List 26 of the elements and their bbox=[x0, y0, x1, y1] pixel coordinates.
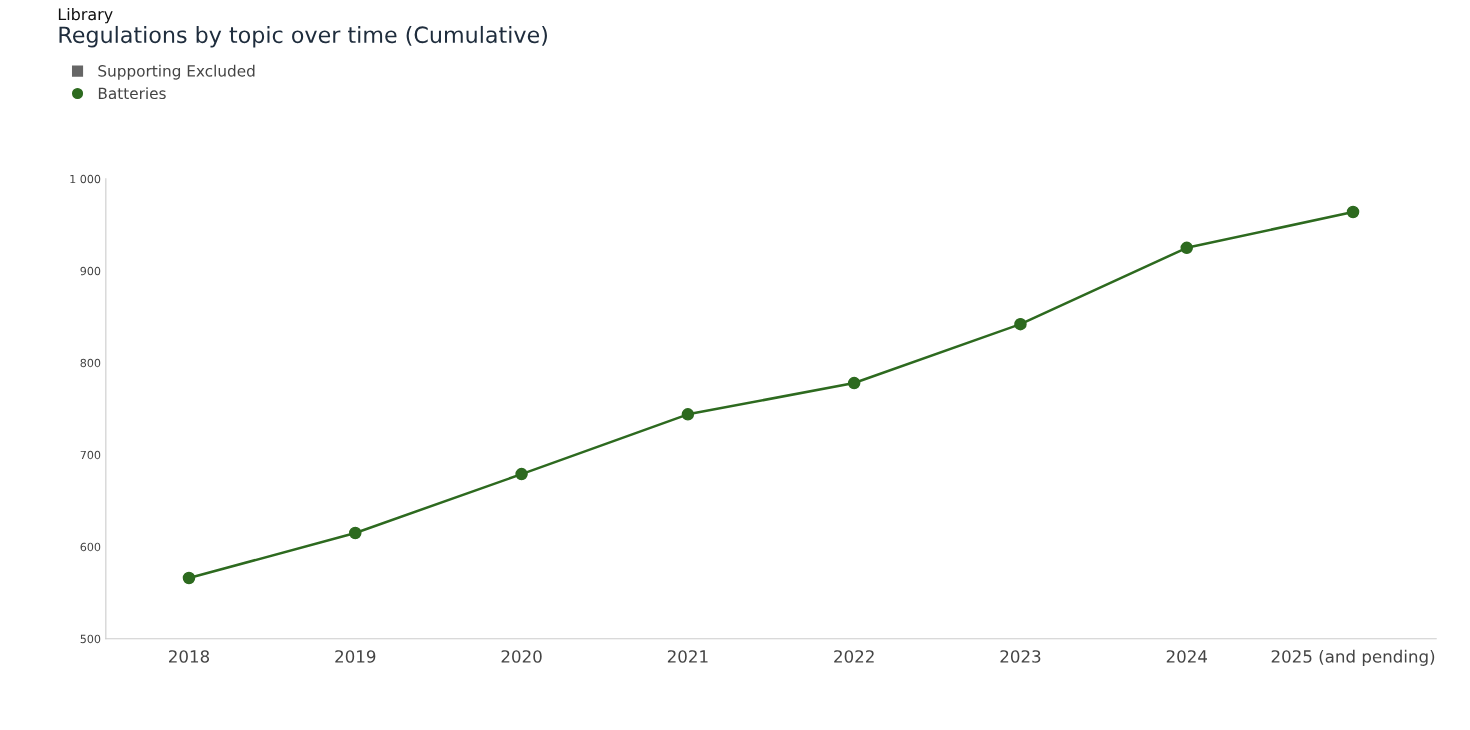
legend-label: Supporting Excluded bbox=[98, 64, 255, 80]
y-tick-label: 900 bbox=[80, 266, 101, 276]
text: Library bbox=[58, 7, 113, 24]
point bbox=[681, 408, 695, 421]
point bbox=[349, 526, 362, 540]
x-tick-label: 2024 bbox=[1166, 650, 1208, 663]
y-tick-label: 1 000 bbox=[70, 174, 101, 184]
point bbox=[182, 571, 196, 585]
x-tick-label: 2018 bbox=[169, 650, 210, 663]
point bbox=[1014, 317, 1027, 331]
point bbox=[847, 376, 861, 390]
y-tick-label: 500 bbox=[80, 634, 101, 644]
point bbox=[1180, 241, 1194, 255]
x-tick-label: 2021 bbox=[667, 650, 708, 663]
chart-title: Regulations by topic over time (Cumulative) bbox=[59, 25, 547, 48]
point bbox=[515, 467, 528, 481]
y-tick-label: 700 bbox=[80, 450, 101, 460]
x-tick-label: 2019 bbox=[335, 650, 376, 663]
x-tick-label: 2023 bbox=[1000, 650, 1041, 663]
y-tick-label: 600 bbox=[80, 542, 101, 552]
y-tick-label: 800 bbox=[80, 358, 101, 368]
x-tick-label: 2025 (and pending) bbox=[1271, 649, 1435, 666]
x-tick-label: 2022 bbox=[834, 650, 874, 663]
legend-label: Batteries bbox=[98, 87, 166, 100]
point bbox=[1346, 205, 1360, 219]
x-tick-label: 2020 bbox=[501, 650, 542, 663]
